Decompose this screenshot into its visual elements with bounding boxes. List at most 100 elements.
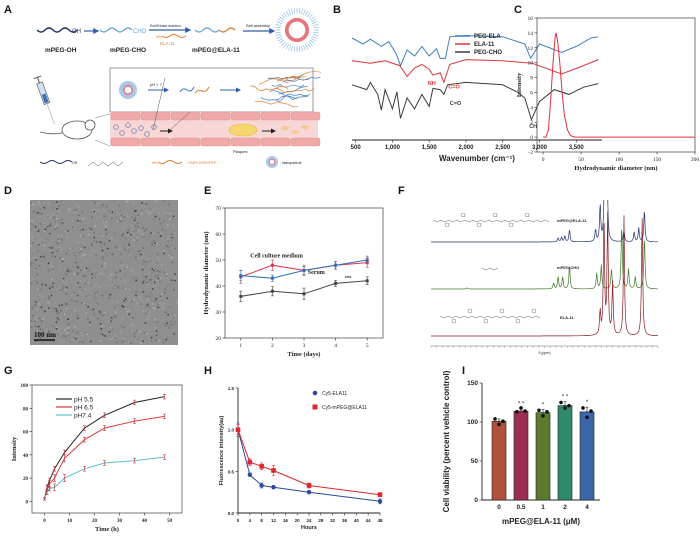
y-tick-label: 12	[528, 46, 534, 52]
y-tick-label: 0.0	[228, 511, 235, 516]
y-tick-label: -2	[528, 150, 533, 156]
x-tick-label: 4	[334, 343, 337, 349]
bar	[513, 410, 529, 501]
legend-nh2: NH₂	[152, 161, 159, 165]
nmr-spectrum	[431, 200, 659, 243]
data-point	[302, 268, 306, 272]
charts: 500 1,000 1,500 2,000 2,500 3,000 3,500Wavenum…	[11, 16, 699, 533]
y-axis-label: Cell viability (percent vehicle control)	[442, 370, 451, 512]
ela11-chain	[161, 34, 187, 38]
x-axis-label: Time (h)	[95, 526, 119, 533]
plot-frame	[31, 384, 183, 514]
data-point	[239, 294, 243, 298]
replicate-point	[523, 409, 527, 413]
peg-structure	[87, 161, 124, 167]
nanoparticle-icon	[119, 81, 137, 99]
data-point	[259, 464, 264, 469]
peg-fragment	[179, 86, 195, 93]
x-tick-label: 0	[497, 504, 501, 511]
replicate-point	[519, 406, 523, 410]
ela11-label: ELA-11	[160, 41, 175, 46]
x-tick-label: 3,500	[569, 145, 585, 151]
panel-i-viability: 0 50 100 150 mPEG@ELA-11 (μM) Cell viability …	[442, 370, 600, 526]
plot-frame	[536, 17, 696, 153]
replicate-point	[585, 415, 589, 420]
x-tick-label: 150	[653, 157, 662, 163]
tem-image	[30, 200, 178, 345]
data-point	[270, 263, 274, 267]
panel-label-f: F	[398, 185, 405, 197]
panel-f-nmr: mPEG@ELA-11 mPEG-CHO ELA-11 δ (ppm)	[430, 200, 659, 355]
x-axis-label: Time (days)	[288, 351, 321, 358]
legend-entry: pH 6.5	[74, 405, 94, 412]
peak-annotation: CH	[529, 124, 537, 130]
x-tick-label: 50	[578, 157, 584, 163]
x-tick-label: 0	[237, 518, 240, 523]
y-tick-label: 6	[530, 90, 533, 96]
x-tick-label: 28	[318, 518, 324, 523]
x-axis-label: Hydrodynamic diameter (nm)	[574, 165, 657, 172]
y-tick-label: 100	[467, 419, 478, 426]
ela-fragment	[194, 86, 210, 94]
replicate-point	[493, 417, 497, 421]
data-point	[270, 276, 274, 280]
y-axis-label: Fluorescence intensity(au)	[219, 415, 225, 485]
data-point	[334, 281, 338, 285]
legend-nanoparticle: : Nanoparticle	[280, 161, 302, 165]
x-tick-label: 32	[330, 518, 336, 523]
x-tick-label: 0	[542, 157, 545, 163]
x-tick-label: 48	[377, 518, 383, 523]
x-tick-label: 100	[615, 157, 624, 163]
y-tick-label: 150	[467, 380, 478, 387]
x-tick-label: 3,000	[532, 145, 548, 151]
chemical-structure	[481, 267, 499, 271]
series-label: PBS	[345, 275, 351, 279]
replicate-point	[567, 403, 571, 408]
x-tick-label: 1	[239, 343, 242, 349]
y-tick-label: 14	[528, 31, 534, 37]
cho-group: CHO	[133, 29, 147, 35]
x-tick-label: 30	[117, 519, 123, 524]
legend-marker	[312, 404, 318, 410]
replicate-point	[563, 406, 567, 410]
y-tick-label: 10	[528, 61, 534, 67]
x-tick-label: 1	[541, 504, 545, 511]
panel-b-ftir: 500 1,000 1,500 2,000 2,500 3,000 3,500Wavenum…	[351, 34, 602, 163]
panel-label-e: E	[204, 185, 211, 197]
y-axis-label: Hydrodynamic diameter (nm)	[203, 231, 210, 314]
legend-entry: pH 5.5	[74, 397, 94, 404]
panel-label-h: H	[204, 365, 212, 377]
legend-marker	[312, 390, 318, 396]
y-tick-label: 20	[216, 336, 222, 342]
peg-part-chain	[194, 27, 220, 33]
data-point	[306, 483, 312, 488]
panel-label-a: A	[4, 4, 12, 16]
legend-sequence: : CMPLHSRVPFP	[186, 161, 217, 165]
x-tick-label: 1,000	[385, 145, 401, 151]
legend-entry: PEG-CHO	[474, 50, 502, 56]
blood-vessel	[110, 111, 321, 147]
nmr-spectrum	[431, 229, 658, 290]
replicate-point	[581, 406, 585, 410]
data-point	[239, 274, 243, 278]
x-tick-label: 2	[563, 504, 567, 511]
panel-label-d: D	[4, 185, 12, 197]
mechanism-inset	[109, 67, 314, 113]
replicate-point	[559, 400, 563, 405]
mpeg-oh-label: mPEG-OH	[45, 47, 77, 54]
replicate-point	[501, 419, 505, 424]
x-tick-label: 3	[303, 343, 306, 349]
fiber-network-icon	[250, 71, 322, 108]
y-tick-label: 60	[216, 232, 222, 238]
x-tick-label: 40	[354, 518, 360, 523]
y-tick-label: 20	[23, 477, 29, 482]
legend-entry: ELA-11	[474, 42, 495, 48]
x-tick-label: 44	[366, 518, 372, 523]
x-tick-label: 36	[342, 518, 348, 523]
mpeg-cho-label: mPEG-CHO	[110, 47, 146, 54]
nh2-group: NH₂	[156, 35, 163, 39]
replicate-point	[497, 422, 501, 427]
data-point	[334, 263, 338, 267]
x-axis-label: Wavenumber (cm⁻¹)	[439, 154, 515, 163]
y-tick-label: 0	[26, 500, 29, 505]
